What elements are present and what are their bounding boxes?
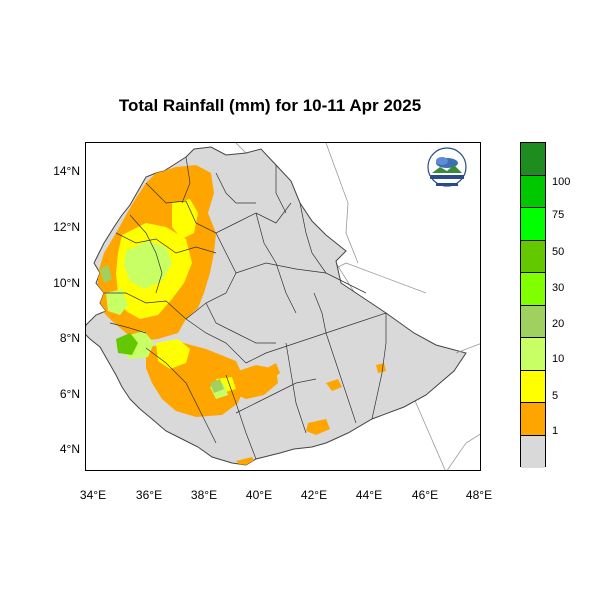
lon-label: 36°E	[135, 488, 163, 502]
lat-label: 4°N	[59, 442, 80, 456]
lat-label: 14°N	[53, 164, 80, 178]
legend-swatch	[521, 240, 545, 273]
legend-swatch	[521, 273, 545, 306]
legend-swatch	[521, 338, 545, 371]
legend-swatch	[521, 175, 545, 208]
lon-label: 44°E	[355, 488, 383, 502]
rain-green-zone	[116, 333, 138, 355]
map-canvas	[86, 143, 480, 470]
lon-label: 42°E	[300, 488, 328, 502]
neighbor-border-line	[446, 433, 480, 470]
legend-label: 20	[552, 318, 565, 330]
lat-label: 12°N	[53, 220, 80, 234]
rainfall-legend	[520, 142, 546, 468]
rain-light-green-zone	[106, 289, 128, 315]
meteorology-institute-logo-icon	[427, 147, 467, 187]
rainfall-overlay	[98, 165, 386, 465]
lat-label: 8°N	[59, 331, 80, 345]
legend-label: 5	[552, 390, 559, 402]
rain-orange-zone	[326, 379, 342, 391]
rain-green-zone	[100, 265, 112, 283]
legend-label: 75	[552, 209, 565, 221]
rain-orange-zone	[226, 365, 278, 399]
admin-boundaries	[104, 156, 387, 460]
legend-label: 30	[552, 282, 565, 294]
rain-orange-zone	[160, 449, 196, 463]
legend-label: 1	[552, 425, 559, 437]
rain-orange-zone	[376, 363, 386, 373]
legend-label: 100	[552, 176, 571, 188]
legend-label: 50	[552, 246, 565, 258]
neighbor-border-line	[325, 143, 359, 264]
lon-label: 46°E	[411, 488, 439, 502]
rainfall-map	[85, 142, 481, 471]
legend-swatch	[521, 403, 545, 436]
lon-label: 48°E	[465, 488, 493, 502]
legend-swatch	[521, 370, 545, 403]
legend-swatch	[521, 305, 545, 338]
coast-line	[455, 343, 480, 354]
lon-label: 34°E	[79, 488, 107, 502]
rain-orange-zone	[306, 419, 330, 435]
rain-orange-zone	[262, 363, 280, 379]
rain-green-zone	[210, 379, 224, 393]
legend-swatch	[521, 435, 545, 468]
lat-label: 6°N	[59, 387, 80, 401]
legend-swatch	[521, 208, 545, 241]
lon-label: 38°E	[190, 488, 218, 502]
lat-label: 10°N	[53, 276, 80, 290]
legend-swatch	[521, 143, 545, 176]
legend-label: 10	[552, 353, 565, 365]
rain-yellow-zone	[172, 199, 198, 239]
map-title: Total Rainfall (mm) for 10-11 Apr 2025	[118, 96, 422, 115]
rain-light-green-zone	[124, 241, 172, 289]
lon-label: 40°E	[245, 488, 273, 502]
